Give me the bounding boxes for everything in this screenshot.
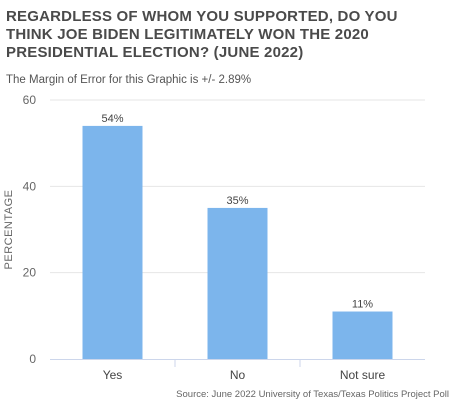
y-tick-label: 20 bbox=[23, 266, 37, 280]
bar-yes[interactable] bbox=[82, 125, 143, 360]
data-label: 35% bbox=[226, 195, 248, 207]
x-tick-label: No bbox=[230, 368, 246, 382]
y-tick-label: 0 bbox=[29, 352, 36, 366]
data-label: 11% bbox=[352, 299, 373, 311]
data-label: 54% bbox=[101, 113, 123, 125]
bars bbox=[82, 125, 393, 360]
chart-subtitle: The Margin of Error for this Graphic is … bbox=[6, 74, 252, 86]
x-tick-label: Not sure bbox=[340, 368, 386, 382]
y-axis-title: PERCENTAGE bbox=[3, 190, 15, 270]
source-note: Source: June 2022 University of Texas/Te… bbox=[176, 389, 449, 400]
labels: 0 20 40 60 54% Yes 35% No 11% Not sure bbox=[23, 93, 386, 382]
bar-not-sure[interactable] bbox=[332, 311, 393, 359]
y-tick-label: 40 bbox=[23, 179, 37, 193]
bar-no[interactable] bbox=[207, 207, 268, 359]
chart-title: REGARDLESS OF WHOM YOU SUPPORTED, DO YOU… bbox=[6, 8, 398, 61]
y-tick-label: 60 bbox=[23, 93, 37, 107]
x-tick-label: Yes bbox=[103, 368, 123, 382]
